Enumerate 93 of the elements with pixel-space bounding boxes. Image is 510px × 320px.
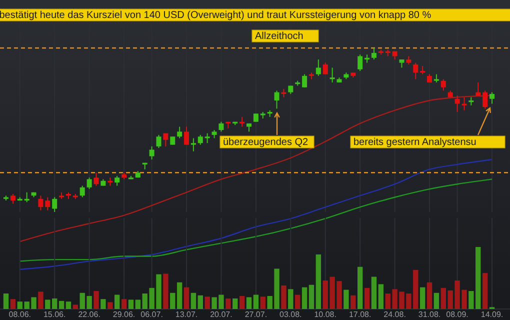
x-tick-label: 08.09.	[446, 310, 468, 319]
candlestick	[156, 134, 162, 149]
candlestick	[163, 132, 168, 147]
x-tick-label: 22.06.	[78, 310, 100, 319]
x-tick-label: 03.08.	[280, 310, 302, 319]
candlestick	[45, 196, 50, 211]
bar	[246, 297, 252, 309]
bar	[163, 274, 168, 309]
candlestick	[302, 74, 308, 88]
bar	[72, 304, 78, 309]
bar	[176, 282, 182, 309]
annotation: bereits gestern Analystensu	[354, 137, 476, 148]
bar	[371, 276, 377, 309]
bar	[226, 298, 231, 309]
bar	[378, 284, 384, 309]
candlestick	[198, 134, 203, 146]
bar	[10, 299, 16, 309]
bar	[253, 294, 259, 309]
annotation: überzeugendes Q2	[223, 137, 308, 148]
bar	[364, 288, 370, 309]
chart-title: bestätigt heute das Kursziel von 140 USD (Overweight) und traut Kurssteigerung von knapp 80 %	[0, 10, 432, 21]
candlestick	[476, 82, 481, 96]
x-tick-label: 20.07.	[210, 310, 232, 319]
bar	[420, 287, 426, 309]
bar	[239, 296, 245, 309]
bar	[308, 284, 314, 309]
candlestick	[10, 193, 16, 204]
candlestick	[52, 196, 58, 212]
candlestick	[94, 172, 99, 186]
bar	[190, 292, 196, 309]
x-tick-label: 08.06.	[8, 310, 32, 319]
bar	[426, 282, 432, 309]
x-tick-label: 13.07.	[175, 310, 198, 319]
x-tick-label: 31.08.	[418, 310, 441, 319]
bar	[3, 294, 9, 309]
candlestick	[114, 175, 120, 186]
candlestick	[149, 146, 154, 160]
candlestick	[190, 138, 196, 152]
bar	[357, 266, 363, 309]
bar	[66, 302, 72, 309]
bar	[434, 292, 440, 309]
candlestick	[490, 92, 494, 104]
bar	[232, 298, 238, 309]
bar	[128, 300, 134, 309]
bar	[94, 291, 99, 309]
x-tick-label: 27.07.	[244, 310, 268, 319]
candlestick	[204, 132, 210, 144]
bar	[58, 300, 64, 309]
bar	[344, 290, 349, 309]
candlestick	[330, 67, 335, 83]
candlestick	[80, 185, 85, 198]
bar	[302, 287, 308, 309]
x-tick-label: 17.08.	[348, 310, 372, 319]
candlestick	[316, 58, 321, 76]
bar	[38, 292, 44, 309]
candlestick	[358, 54, 363, 72]
bar	[350, 295, 356, 309]
bar	[295, 294, 300, 309]
candlestick	[440, 78, 446, 92]
ref-line-label: Allzeithoch	[255, 31, 304, 42]
x-tick-label: 06.07.	[140, 310, 163, 319]
candlestick	[24, 192, 30, 203]
bar	[204, 296, 210, 309]
x-tick-label: 24.08.	[384, 310, 406, 319]
candlestick	[86, 177, 92, 190]
bar	[100, 299, 106, 309]
x-tick-label: 14.09.	[480, 310, 504, 319]
candlestick	[454, 95, 460, 112]
bar	[135, 300, 141, 309]
candlestick	[218, 121, 224, 132]
candlestick	[177, 126, 182, 139]
bar	[121, 299, 127, 309]
x-tick-label: 29.06.	[112, 310, 136, 319]
bar	[170, 292, 176, 309]
candlestick	[371, 48, 376, 60]
bar	[482, 273, 488, 309]
bar	[260, 296, 266, 309]
candlestick	[184, 126, 190, 146]
candlestick	[462, 96, 467, 111]
bar	[288, 289, 294, 309]
candlestick	[413, 62, 418, 80]
bar	[114, 294, 120, 309]
candlestick	[240, 116, 245, 128]
x-tick-label: 15.06.	[43, 310, 66, 319]
bar	[198, 295, 203, 309]
bar	[281, 285, 286, 309]
candlestick	[274, 90, 280, 110]
candlestick	[482, 90, 488, 110]
x-tick-label: 10.08.	[314, 310, 336, 319]
bar	[316, 254, 322, 309]
bar	[184, 287, 190, 309]
candlestick	[38, 195, 44, 211]
bar	[108, 302, 113, 309]
